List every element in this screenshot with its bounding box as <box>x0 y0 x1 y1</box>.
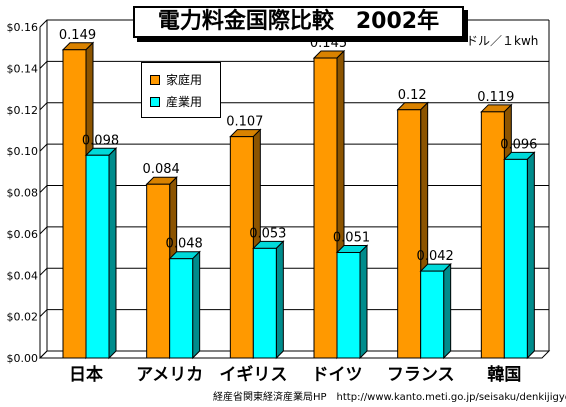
y-tick-label: $0.16 <box>7 21 39 34</box>
source-note: 経産省関東経済産業局HP http://www.kanto.meti.go.jp… <box>213 392 566 403</box>
bar-household <box>397 109 422 359</box>
bar-industrial <box>169 258 194 359</box>
legend-label-industrial: 産業用 <box>166 95 203 109</box>
bar-side-face <box>526 151 535 360</box>
bar-side-face <box>192 250 201 360</box>
data-label: 0.096 <box>500 137 537 152</box>
legend: 家庭用 産業用 <box>141 62 221 118</box>
data-label: 0.119 <box>477 90 514 105</box>
bar-industrial <box>336 251 361 359</box>
y-tick-label: $0.04 <box>7 269 39 282</box>
bar-side-face <box>275 240 284 360</box>
bar-household <box>313 57 338 359</box>
y-tick-label: $0.00 <box>7 352 39 365</box>
legend-swatch-household <box>150 75 160 85</box>
y-tick-label: $0.10 <box>7 145 39 158</box>
bar-side-face <box>359 244 368 360</box>
gridline <box>39 102 549 111</box>
gridline <box>39 60 549 69</box>
data-label: 0.084 <box>143 162 180 177</box>
chart-floor <box>38 350 551 359</box>
bar-household <box>229 136 254 359</box>
data-label: 0.145 <box>310 36 347 51</box>
y-tick-label: $0.14 <box>7 62 39 75</box>
bar-household <box>146 183 171 359</box>
bar-industrial <box>420 270 445 359</box>
chart-title: 電力料金国際比較 2002年 <box>133 6 464 38</box>
bar-household <box>62 49 87 359</box>
category-label: フランス <box>387 365 455 385</box>
data-label: 0.098 <box>82 133 119 148</box>
data-label: 0.149 <box>59 28 96 43</box>
bar-industrial <box>85 154 110 359</box>
legend-label-household: 家庭用 <box>166 73 203 87</box>
bar-side-face <box>443 262 452 360</box>
category-label: イギリス <box>219 365 287 385</box>
category-label: アメリカ <box>136 365 203 385</box>
legend-swatch-industrial <box>150 97 160 107</box>
y-tick-label: $0.02 <box>7 311 39 324</box>
data-label: 0.051 <box>333 230 370 245</box>
category-label: 韓国 <box>487 364 521 385</box>
category-label: 日本 <box>69 364 103 385</box>
y-tick-label: $0.12 <box>7 104 39 117</box>
data-label: 0.042 <box>417 249 454 264</box>
unit-label: ドル／１kwh <box>466 34 539 48</box>
data-label: 0.12 <box>398 88 427 103</box>
bar-industrial <box>503 158 528 359</box>
y-tick-label: $0.08 <box>7 187 39 200</box>
category-label: ドイツ <box>312 365 363 385</box>
data-label: 0.053 <box>249 226 286 241</box>
bar-side-face <box>108 147 117 360</box>
data-label: 0.048 <box>166 237 203 252</box>
bar-industrial <box>252 247 277 359</box>
data-label: 0.107 <box>226 115 263 130</box>
y-tick-label: $0.06 <box>7 228 39 241</box>
